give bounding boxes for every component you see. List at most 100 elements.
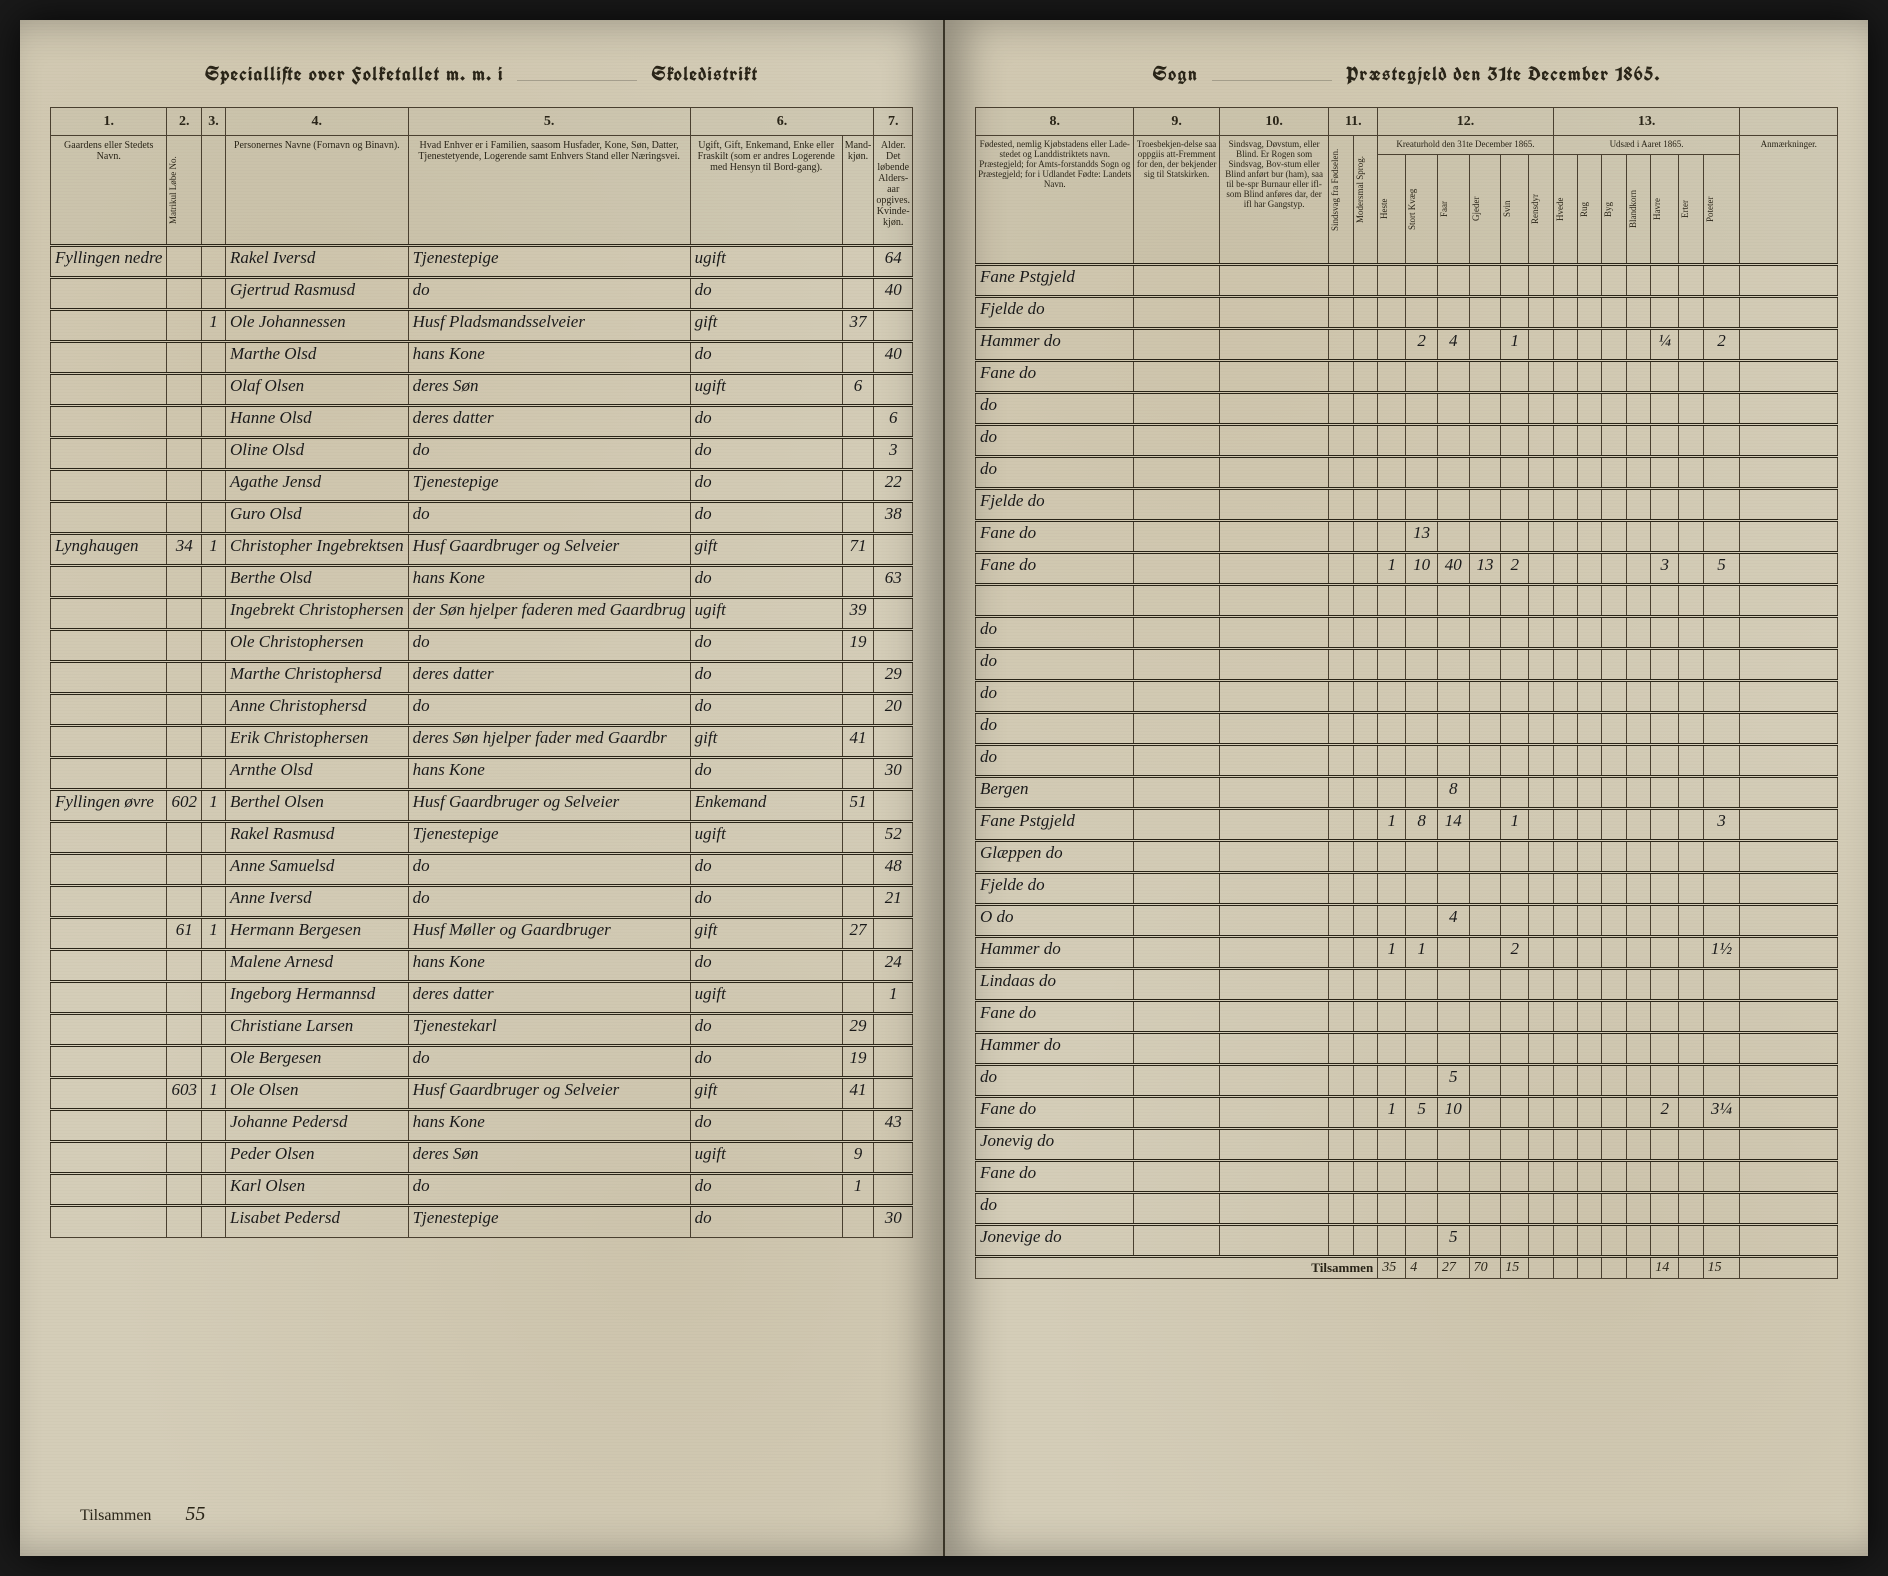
left-header: Speciallifte over Folketallet m. m. i Sk… (50, 60, 913, 87)
cell-sv (1501, 873, 1529, 905)
sum-poteter: 15 (1703, 1257, 1740, 1279)
cell-a: 1 (201, 918, 225, 950)
cell-empty (1329, 745, 1353, 777)
cell-bl (1626, 425, 1650, 457)
cell-hav (1651, 937, 1679, 969)
cell-mat (167, 854, 202, 886)
cell-empty (1134, 969, 1219, 1001)
cell-sv (1501, 1065, 1529, 1097)
col-head-mat: Matrikul Løbe No. (167, 136, 202, 246)
cell-ren (1529, 681, 1553, 713)
cell-fa (1437, 425, 1469, 457)
cell-notes (1740, 1193, 1838, 1225)
cell-a (201, 886, 225, 918)
table-row: do (976, 681, 1838, 713)
cell-name: Ole Johannessen (225, 310, 408, 342)
cell-er (1679, 297, 1703, 329)
cell-empty (1134, 297, 1219, 329)
cell-name: Christopher Ingebrektsen (225, 534, 408, 566)
cell-er (1679, 937, 1703, 969)
cell-stat: do (690, 502, 842, 534)
cell-notes (1740, 713, 1838, 745)
cell-name: Christiane Larsen (225, 1014, 408, 1046)
year: 1865 (1615, 60, 1654, 87)
cell-kv (1406, 425, 1438, 457)
cell-mat (167, 886, 202, 918)
cell-birth: Fane do (976, 1161, 1134, 1193)
cell-empty (1134, 553, 1219, 585)
cell-ru (1578, 713, 1602, 745)
cell-ren (1529, 777, 1553, 809)
cell-pot (1703, 1225, 1740, 1257)
cell-a (201, 982, 225, 1014)
cell-er (1679, 585, 1703, 617)
cell-notes (1740, 777, 1838, 809)
cell-bl (1626, 777, 1650, 809)
cell-empty (1219, 841, 1329, 873)
table-row: Lynghaugen341Christopher IngebrektsenHus… (51, 534, 913, 566)
cell-f: 43 (874, 1110, 913, 1142)
cell-hv (1553, 713, 1577, 745)
cell-hv (1553, 617, 1577, 649)
cell-rel: deres datter (408, 662, 690, 694)
cell-gj (1469, 937, 1501, 969)
cell-he (1378, 777, 1406, 809)
cell-notes (1740, 393, 1838, 425)
sum-ren (1529, 1257, 1553, 1279)
cell-er (1679, 809, 1703, 841)
cell-hv (1553, 873, 1577, 905)
cell-rel: Husf Gaardbruger og Selveier (408, 790, 690, 822)
cell-er (1679, 489, 1703, 521)
footer-label-left: Tilsammen (80, 1507, 151, 1524)
cell-rel: hans Kone (408, 950, 690, 982)
footer-label-right: Tilsammen (976, 1257, 1378, 1279)
cell-birth: do (976, 1065, 1134, 1097)
left-title-a: Speciallifte over Folketallet m. m. i (205, 60, 504, 87)
cell-fa (1437, 457, 1469, 489)
table-row: 611Hermann BergesenHusf Møller og Gaardb… (51, 918, 913, 950)
cell-empty (1353, 1129, 1377, 1161)
cell-er (1679, 329, 1703, 361)
cell-gj (1469, 1097, 1501, 1129)
cell-place (51, 758, 167, 790)
cell-place (51, 822, 167, 854)
cell-rel: Tjenestepige (408, 470, 690, 502)
cell-sv (1501, 393, 1529, 425)
cell-notes (1740, 1129, 1838, 1161)
table-row: Fane do (976, 1161, 1838, 1193)
cell-kv (1406, 457, 1438, 489)
cell-rel: do (408, 694, 690, 726)
subcol-faar: Faar (1437, 155, 1469, 265)
cell-empty (1219, 425, 1329, 457)
cell-er (1679, 713, 1703, 745)
right-title-b: Præstegjeld den (1346, 60, 1482, 87)
cell-empty (1134, 649, 1219, 681)
table-row: Fane do (976, 361, 1838, 393)
cell-er (1679, 1225, 1703, 1257)
cell-empty (1134, 393, 1219, 425)
cell-gj (1469, 1225, 1501, 1257)
cell-hav (1651, 905, 1679, 937)
table-row: 6031Ole OlsenHusf Gaardbruger og Selveie… (51, 1078, 913, 1110)
cell-hv (1553, 393, 1577, 425)
cell-kv (1406, 841, 1438, 873)
cell-notes (1740, 1225, 1838, 1257)
cell-hav (1651, 649, 1679, 681)
cell-rel: do (408, 278, 690, 310)
cell-rel: do (408, 1174, 690, 1206)
cell-sv (1501, 489, 1529, 521)
cell-he (1378, 1001, 1406, 1033)
cell-bl (1626, 1193, 1650, 1225)
cell-fa (1437, 265, 1469, 297)
cell-kv (1406, 905, 1438, 937)
cell-kv (1406, 1225, 1438, 1257)
sum-havre: 14 (1651, 1257, 1679, 1279)
cell-he (1378, 745, 1406, 777)
cell-a (201, 598, 225, 630)
cell-he (1378, 297, 1406, 329)
cell-m (842, 694, 874, 726)
cell-gj (1469, 329, 1501, 361)
cell-hav (1651, 489, 1679, 521)
cell-mat (167, 342, 202, 374)
cell-by (1602, 873, 1626, 905)
